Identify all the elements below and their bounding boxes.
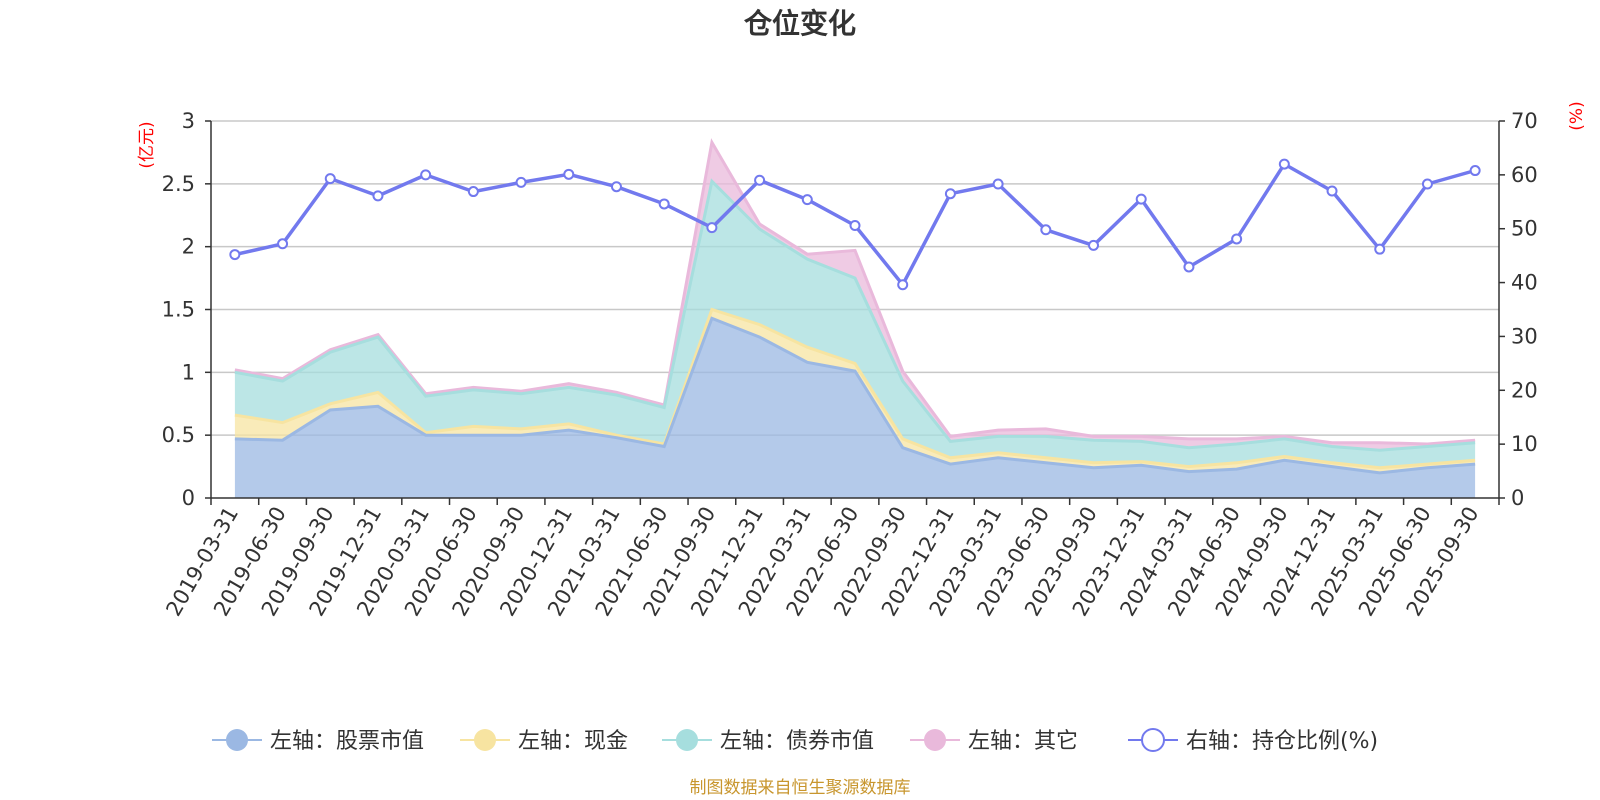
stacked-areas bbox=[234, 138, 1476, 498]
ratio-point[interactable] bbox=[420, 169, 432, 181]
ratio-point[interactable] bbox=[658, 198, 670, 210]
source-note: 制图数据来自恒生聚源数据库 bbox=[690, 778, 911, 798]
left-axis-tick-label: 2.5 bbox=[162, 172, 195, 196]
legend-item[interactable]: 左轴：其它 bbox=[910, 729, 1078, 754]
right-axis-tick-label: 20 bbox=[1511, 378, 1538, 402]
left-axis-tick-label: 0 bbox=[182, 486, 195, 510]
ratio-point[interactable] bbox=[1421, 178, 1433, 190]
ratio-point[interactable] bbox=[1231, 233, 1243, 245]
left-axis-tick-label: 1 bbox=[182, 360, 195, 384]
area-edge-左轴：现金 bbox=[234, 307, 1476, 470]
legend-label: 左轴：现金 bbox=[518, 729, 628, 754]
right-axis-tick-label: 30 bbox=[1511, 324, 1538, 348]
legend-marker bbox=[226, 729, 248, 751]
ratio-point[interactable] bbox=[897, 279, 909, 291]
left-axis-tick-label: 2 bbox=[182, 235, 195, 259]
ratio-point[interactable] bbox=[944, 188, 956, 200]
ratio-line bbox=[229, 158, 1481, 291]
legend-label: 左轴：股票市值 bbox=[270, 729, 424, 754]
ratio-point[interactable] bbox=[1326, 185, 1338, 197]
chart-title: 仓位变化 bbox=[744, 7, 856, 40]
ratio-point[interactable] bbox=[1374, 243, 1386, 255]
left-axis-tick-label: 3 bbox=[182, 109, 195, 133]
legend-label: 左轴：其它 bbox=[968, 729, 1078, 754]
area-edge-左轴：债券市值 bbox=[234, 178, 1476, 452]
ratio-point[interactable] bbox=[563, 168, 575, 180]
legend-item[interactable]: 左轴：股票市值 bbox=[212, 729, 424, 754]
ratio-point[interactable] bbox=[1469, 165, 1481, 177]
legend-item[interactable]: 左轴：现金 bbox=[460, 729, 628, 754]
right-axis-tick-label: 70 bbox=[1511, 109, 1538, 133]
legend-marker bbox=[1141, 728, 1165, 752]
ratio-point[interactable] bbox=[467, 186, 479, 198]
ratio-point[interactable] bbox=[1278, 158, 1290, 170]
ratio-point[interactable] bbox=[515, 176, 527, 188]
ratio-point[interactable] bbox=[277, 238, 289, 250]
right-axis-tick-label: 50 bbox=[1511, 217, 1538, 241]
left-axis-unit: (亿元) bbox=[137, 121, 157, 168]
ratio-point[interactable] bbox=[1135, 193, 1147, 205]
ratio-point[interactable] bbox=[610, 181, 622, 193]
ratio-point[interactable] bbox=[754, 174, 766, 186]
area-edge-左轴：其它 bbox=[234, 138, 1476, 446]
ratio-point[interactable] bbox=[801, 194, 813, 206]
legend-marker bbox=[474, 729, 496, 751]
ratio-point[interactable] bbox=[849, 219, 861, 231]
ratio-point[interactable] bbox=[1183, 261, 1195, 273]
ratio-point[interactable] bbox=[229, 249, 241, 261]
ratio-point[interactable] bbox=[372, 190, 384, 202]
right-axis-tick-label: 0 bbox=[1511, 486, 1524, 510]
ratio-point[interactable] bbox=[1040, 224, 1052, 236]
legend-label: 左轴：债券市值 bbox=[720, 729, 874, 754]
right-axis-tick-label: 10 bbox=[1511, 432, 1538, 456]
legend-marker bbox=[924, 729, 946, 751]
area-左轴：股票市值 bbox=[234, 318, 1476, 498]
ratio-point[interactable] bbox=[992, 178, 1004, 190]
legend-marker bbox=[676, 729, 698, 751]
legend-label: 右轴：持仓比例(%) bbox=[1186, 729, 1378, 754]
ratio-point[interactable] bbox=[706, 222, 718, 234]
right-axis-unit: (%) bbox=[1567, 101, 1587, 130]
left-axis-tick-label: 0.5 bbox=[162, 423, 195, 447]
ratio-point[interactable] bbox=[324, 173, 336, 185]
area-左轴：债券市值 bbox=[234, 181, 1476, 468]
area-edge-左轴：股票市值 bbox=[234, 316, 1476, 475]
right-axis-tick-label: 40 bbox=[1511, 271, 1538, 295]
legend-item[interactable]: 右轴：持仓比例(%) bbox=[1128, 728, 1378, 754]
legend: 左轴：股票市值 左轴：现金 左轴：债券市值 左轴：其它 右轴：持仓比例(%) bbox=[212, 728, 1378, 754]
ratio-point[interactable] bbox=[1088, 239, 1100, 251]
left-axis-tick-label: 1.5 bbox=[162, 298, 195, 322]
right-axis-tick-label: 60 bbox=[1511, 163, 1538, 187]
legend-item[interactable]: 左轴：债券市值 bbox=[662, 729, 874, 754]
